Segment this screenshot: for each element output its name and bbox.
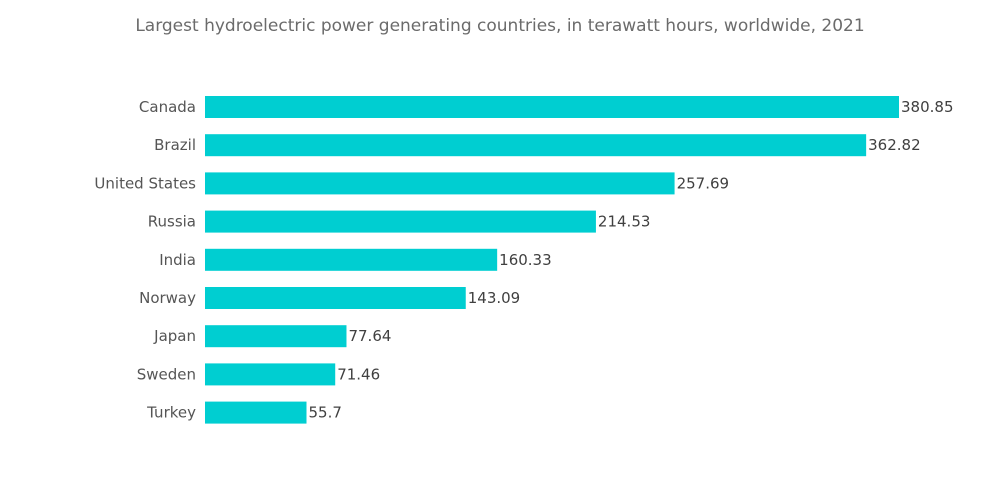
bar: [205, 172, 675, 195]
bar: [205, 401, 307, 424]
data-label: 143.09: [468, 289, 520, 307]
category-label: Brazil: [154, 136, 196, 154]
category-label: India: [159, 251, 196, 269]
category-label: Canada: [139, 98, 196, 116]
data-label: 380.85: [901, 98, 954, 116]
data-label: 160.33: [499, 251, 551, 269]
bar: [205, 248, 498, 271]
category-label: United States: [94, 174, 196, 192]
data-label: 55.7: [308, 404, 341, 422]
category-label: Russia: [148, 213, 196, 231]
category-label: Japan: [153, 327, 196, 345]
bar: [205, 325, 347, 348]
bar: [205, 363, 336, 386]
category-label: Sweden: [137, 365, 196, 383]
bar: [205, 96, 899, 118]
data-label: 214.53: [598, 213, 651, 231]
category-label: Turkey: [146, 404, 196, 422]
bar: [205, 287, 466, 309]
data-label: 362.82: [868, 136, 921, 154]
chart-title: Largest hydroelectric power generating c…: [135, 16, 865, 36]
bar: [205, 134, 867, 157]
bar: [205, 210, 596, 233]
data-label: 71.46: [337, 365, 380, 383]
data-label: 257.69: [677, 174, 730, 192]
data-label: 77.64: [348, 327, 391, 345]
category-label: Norway: [139, 289, 196, 307]
